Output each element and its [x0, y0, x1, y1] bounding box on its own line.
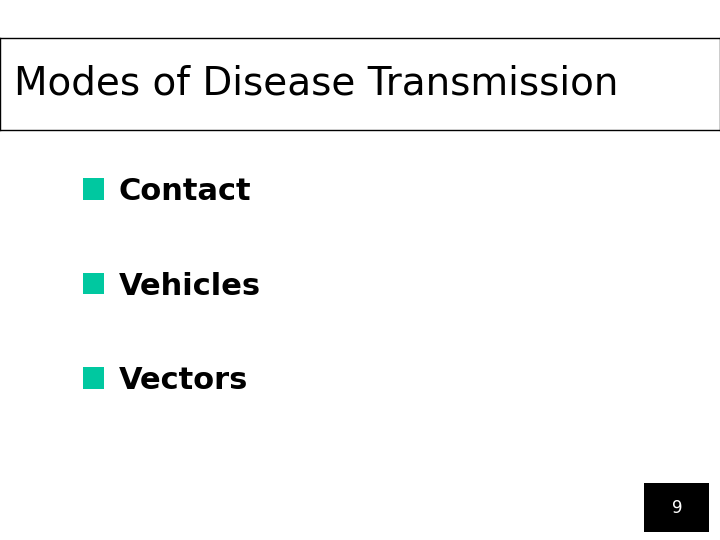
Text: Contact: Contact	[119, 177, 251, 206]
Bar	[83, 178, 104, 200]
Text: Vectors: Vectors	[119, 366, 248, 395]
Text: Modes of Disease Transmission: Modes of Disease Transmission	[14, 65, 618, 103]
Text: 9: 9	[672, 498, 682, 517]
Text: Vehicles: Vehicles	[119, 272, 261, 301]
Bar	[83, 367, 104, 389]
Bar	[644, 483, 709, 532]
Bar	[83, 273, 104, 294]
